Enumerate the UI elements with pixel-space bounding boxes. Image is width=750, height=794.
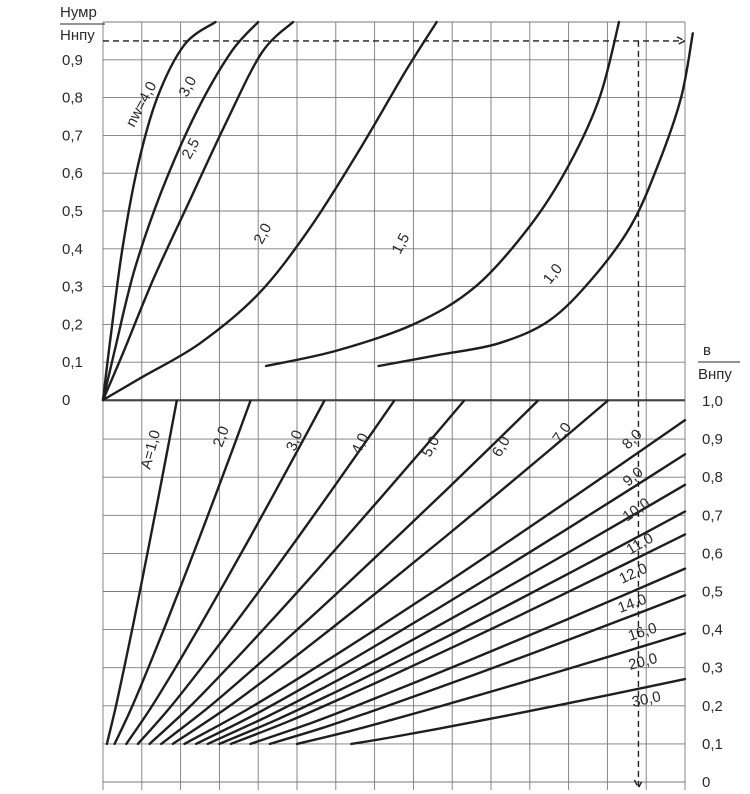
upper-tick-label: 0,1: [62, 354, 83, 371]
lower-series-curve: [160, 399, 539, 746]
lower-series-curve: [136, 399, 396, 746]
lower-series-curve: [268, 594, 687, 746]
lower-tick-label: 0,1: [702, 736, 723, 753]
upper-tick-label: 0,3: [62, 279, 83, 296]
lower-tick-label: 0,2: [702, 698, 723, 715]
upper-tick-label: 0,8: [62, 90, 83, 107]
upper-series-curves: [101, 20, 694, 402]
upper-series-label: 2,0: [251, 220, 276, 246]
lower-series-curve: [249, 567, 687, 746]
lower-ylabel-denominator: Bнпу: [698, 366, 732, 383]
lower-series-curves: [105, 399, 687, 746]
upper-tick-label: 0,9: [62, 52, 83, 69]
upper-tick-label: 0,5: [62, 203, 83, 220]
lower-series-curve: [125, 399, 326, 746]
lower-series-curve: [229, 533, 687, 746]
lower-series-curve: [171, 399, 609, 746]
lower-series-label: 20,0: [627, 650, 660, 674]
lower-series-label: 5,0: [419, 433, 444, 459]
upper-y-axis-ticks: 0 0,1 0,2 0,3 0,4 0,5 0,6 0,7 0,8 0,9: [62, 52, 83, 409]
lower-tick-label: 0: [702, 774, 710, 791]
lower-tick-label: 0,3: [702, 660, 723, 677]
lower-series-curve: [218, 510, 687, 746]
lower-series-curve: [350, 677, 687, 746]
lower-tick-label: 0,6: [702, 545, 723, 562]
upper-series-curve: [264, 20, 621, 368]
lower-tick-label: 0,4: [702, 622, 723, 639]
lower-series-curve: [105, 399, 178, 746]
upper-series-label: 1,0: [540, 261, 566, 288]
upper-series-label: 3,0: [176, 73, 201, 99]
lower-ylabel-numerator: в: [703, 342, 711, 359]
lower-series-curve: [113, 399, 252, 746]
lower-series-curve: [148, 399, 465, 746]
lower-series-label: 3,0: [283, 428, 307, 454]
lower-series-label: 16,0: [626, 620, 659, 645]
upper-tick-label: 0,4: [62, 241, 83, 258]
upper-tick-label: 0,6: [62, 165, 83, 182]
upper-series-curve: [101, 20, 438, 402]
upper-tick-label: 0,2: [62, 316, 83, 333]
lower-tick-label: 0,9: [702, 431, 723, 448]
upper-tick-label: 0,7: [62, 127, 83, 144]
lower-tick-label: 1,0: [702, 393, 723, 410]
reference-arrow-right: [676, 36, 687, 46]
upper-tick-label: 0: [62, 392, 70, 409]
lower-series-label: 7,0: [549, 419, 575, 446]
upper-y-axis-title: Нумр Ннпу: [60, 4, 105, 44]
reference-arrow-down: [633, 779, 644, 790]
lower-series-label: 30,0: [630, 688, 662, 711]
lower-tick-label: 0,5: [702, 584, 723, 601]
lower-tick-label: 0,7: [702, 507, 723, 524]
upper-series-curve: [377, 32, 694, 368]
lower-series-curve: [206, 483, 687, 746]
lower-series-curve: [194, 453, 687, 746]
upper-ylabel-denominator: Ннпу: [60, 27, 95, 44]
lower-series-curve: [295, 632, 687, 746]
lower-series-label: 12,0: [617, 560, 651, 588]
upper-series-curve: [101, 20, 217, 402]
lower-series-label: 14,0: [616, 591, 649, 617]
lower-y-axis-ticks: 0 0,1 0,2 0,3 0,4 0,5 0,6 0,7 0,8 0,9 1,0: [702, 393, 723, 791]
upper-series-curve: [101, 20, 260, 402]
upper-series-label: 1,5: [389, 230, 414, 256]
lower-series-label: 11,0: [624, 530, 657, 559]
lower-tick-label: 0,8: [702, 469, 723, 486]
lower-series-label: 2,0: [210, 424, 233, 449]
lower-y-axis-title: в Bнпу: [698, 342, 740, 383]
lower-series-label: 4,0: [348, 431, 372, 457]
reference-lines: [103, 36, 687, 790]
lower-series-label: 6,0: [489, 433, 514, 460]
lower-series-curve: [183, 418, 687, 746]
lower-series-label: 9,0: [620, 464, 647, 490]
upper-ylabel-numerator: Нумр: [60, 4, 97, 21]
grid: [102, 21, 686, 790]
upper-series-curve: [101, 20, 295, 402]
